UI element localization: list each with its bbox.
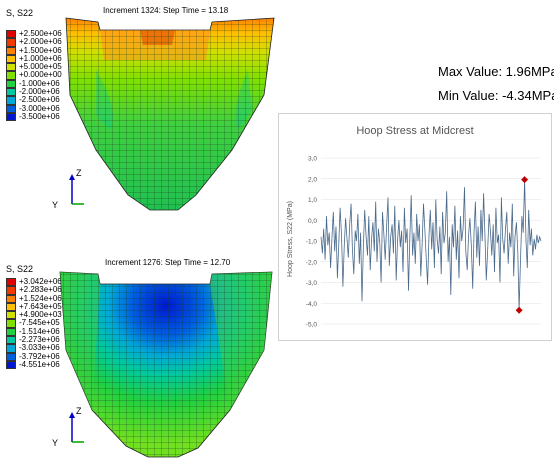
top-legend-value: +0.000e+00 — [19, 70, 62, 80]
chart-y-tick-label: 3,0 — [308, 156, 317, 163]
top-legend-value: +1.500e+06 — [19, 45, 62, 55]
bottom-legend-value: +7.643e+05 — [19, 301, 62, 311]
bottom-legend-value: +2.283e+06 — [19, 285, 62, 295]
bottom-legend-swatch — [6, 302, 16, 312]
top-increment-label: Increment 1324: Step Time = 13.18 — [103, 6, 229, 15]
top-legend-swatch — [6, 38, 16, 47]
bottom-axis-triad: Z Y — [52, 406, 84, 446]
top-axis-triad: Z Y — [52, 168, 84, 208]
bottom-legend-value: -2.273e+06 — [19, 335, 60, 345]
bottom-legend-swatch — [6, 294, 16, 303]
top-mesh-model — [65, 17, 275, 211]
top-legend-swatch — [6, 63, 16, 72]
bottom-legend-swatch — [6, 344, 16, 353]
top-legend-value: -1.000e+06 — [19, 78, 60, 88]
top-legend-value: +2.500e+06 — [19, 29, 62, 38]
top-legend-swatch — [6, 46, 16, 55]
min-value-label: Min Value: -4.34MPa — [438, 88, 554, 103]
max-value-label: Max Value: 1.96MPa — [438, 64, 554, 79]
top-legend-swatch — [6, 54, 16, 64]
top-axis-z-label: Z — [76, 168, 82, 178]
top-legend-value: +5.000e+05 — [19, 62, 62, 72]
chart-min-marker — [515, 306, 523, 314]
chart-y-tick-label: -2,0 — [306, 259, 318, 266]
chart-y-tick-label: 2,0 — [308, 176, 317, 183]
chart-y-tick-label: -5,0 — [306, 322, 318, 329]
bottom-legend-swatch — [6, 360, 16, 370]
bottom-legend-swatch — [6, 319, 16, 328]
top-legend-value: -3.500e+06 — [19, 111, 60, 121]
bottom-legend-swatch — [6, 311, 16, 320]
top-model-viewport[interactable]: S, S22 +2.500e+06 +2.000e+06 +1.500e+06 +1.… — [0, 0, 275, 225]
top-legend-swatch — [6, 88, 16, 97]
top-legend-swatch — [6, 104, 16, 113]
chart-y-tick-label: -3,0 — [306, 280, 318, 287]
bottom-legend-value: -3.792e+06 — [19, 351, 60, 361]
top-legend-value: -2.000e+06 — [19, 87, 60, 97]
bottom-legend-swatch — [6, 352, 16, 361]
top-legend-value: -2.500e+06 — [19, 95, 60, 105]
chart-max-marker — [521, 176, 529, 184]
bottom-increment-label: Increment 1276: Step Time = 12.70 — [105, 258, 231, 267]
bottom-legend-title: S, S22 — [6, 264, 34, 274]
bottom-legend-swatch — [6, 286, 16, 295]
top-axis-y-label: Y — [52, 200, 58, 208]
top-legend-swatch — [6, 79, 16, 89]
chart-y-tick-label: -1,0 — [306, 239, 318, 246]
top-legend-value: +2.000e+06 — [19, 37, 62, 47]
bottom-model-viewport[interactable]: S, S22 +3.042e+06 +2.283e+06 +1.524e+06 +7.… — [0, 250, 275, 463]
chart-y-tick-label: 0,0 — [308, 218, 317, 225]
top-legend-value: +1.000e+06 — [19, 53, 62, 63]
bottom-legend-swatch — [6, 336, 16, 345]
top-legend-title: S, S22 — [6, 8, 34, 18]
bottom-mesh-model — [59, 271, 273, 458]
bottom-legend-value: +1.524e+06 — [19, 293, 62, 303]
bottom-legend-value: +4.900e+03 — [19, 310, 62, 320]
bottom-axis-y-label: Y — [52, 438, 58, 446]
chart-y-tick-label: -4,0 — [306, 301, 318, 308]
hoop-stress-chart: Hoop Stress at Midcrest Hoop Stress, S22… — [278, 113, 552, 341]
top-legend-swatch — [6, 96, 16, 105]
chart-y-tick-label: 1,0 — [308, 197, 317, 204]
top-legend-swatch — [6, 30, 16, 39]
top-legend-swatch — [6, 112, 16, 122]
chart-series-line — [320, 179, 542, 311]
bottom-legend-value: -4.551e+06 — [19, 359, 60, 369]
bottom-legend-swatch — [6, 327, 16, 337]
top-legend-swatch — [6, 71, 16, 80]
chart-y-axis-label: Hoop Stress, S22 (MPa) — [287, 201, 294, 277]
chart-title: Hoop Stress at Midcrest — [356, 125, 473, 137]
chart-svg: Hoop Stress at Midcrest Hoop Stress, S22… — [287, 125, 542, 329]
bottom-legend-value: -1.514e+06 — [19, 326, 60, 336]
bottom-legend-value: +3.042e+06 — [19, 277, 62, 286]
top-legend-value: -3.000e+06 — [19, 103, 60, 113]
bottom-legend-value: -3.033e+06 — [19, 343, 60, 353]
bottom-axis-z-label: Z — [76, 406, 82, 416]
bottom-legend-value: -7.545e+05 — [19, 318, 60, 328]
bottom-legend-swatch — [6, 278, 16, 287]
